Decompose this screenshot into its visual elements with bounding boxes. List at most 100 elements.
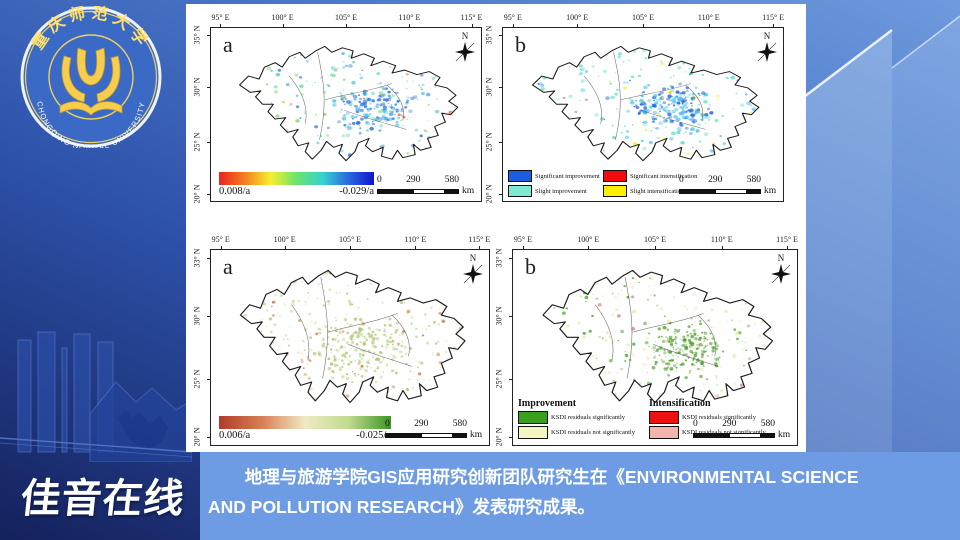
scalebar-value: 580 [444, 175, 459, 185]
scale-bar: 0 290 580 km [679, 175, 777, 196]
legend-label: Slight intensification [630, 187, 685, 195]
banner-text-line1: 地理与旅游学院GIS应用研究创新团队研究生在《ENVIRONMENTAL SCI… [244, 467, 859, 487]
legend-swatch [518, 411, 548, 424]
x-axis-tick-label: 110° E [404, 235, 427, 244]
x-axis-tick-label: 115° E [468, 235, 491, 244]
tick-mark [655, 246, 656, 250]
map-frame: b N Significant improvement Significant … [485, 13, 785, 204]
y-axis-tick-label: 20° N [192, 184, 202, 204]
legend: Improvement KSDI residuals significantly… [518, 398, 766, 441]
x-axis-tick-label: 100° E [273, 235, 296, 244]
y-axis-tick-label: 25° N [494, 369, 504, 389]
scalebar-unit: km [470, 430, 483, 440]
y-axis-tick-label: 25° N [192, 369, 202, 389]
x-axis-tick-label: 115° E [460, 13, 483, 22]
y-axis-tick-label: 30° N [192, 77, 202, 97]
banner-text: 地理与旅游学院GIS应用研究创新团队研究生在《ENVIRONMENTAL SCI… [208, 462, 952, 522]
colorbar-gradient [219, 416, 391, 429]
legend-swatch [603, 185, 627, 197]
brand-title: 佳音在线 [18, 477, 187, 521]
compass-north-icon: N [771, 253, 791, 284]
legend-swatch [648, 411, 679, 424]
legend-label: Significant improvement [535, 172, 600, 180]
legend-label: KSDI residuals not significantly [551, 429, 635, 436]
x-axis-tick-label: 110° E [697, 13, 720, 22]
scalebar-value: 290 [406, 175, 421, 185]
scalebar-value: 580 [746, 175, 761, 185]
background-glass-panes [800, 15, 960, 540]
scalebar-value: 580 [452, 419, 467, 429]
tick-mark [207, 437, 211, 439]
tick-mark [207, 194, 211, 196]
map-panel-ksdi-residuals: b N Improvement KSDI residuals significa… [494, 230, 800, 448]
banner-text-line2: AND POLLUTION RESEARCH》发表研究成果。 [208, 497, 595, 517]
background-skyline [0, 331, 192, 462]
colorbar-min-label: 0.008/a [219, 186, 251, 197]
tick-mark [708, 24, 710, 28]
scalebar-value: 290 [414, 419, 429, 429]
tick-mark [350, 246, 351, 250]
panel-letter: a [223, 32, 233, 57]
scalebar-value: 290 [708, 175, 723, 185]
x-axis-tick-label: 105° E [334, 13, 358, 22]
y-axis-tick-label: 30° N [494, 306, 504, 326]
tick-mark [284, 246, 286, 250]
map-panel-ksdi-trend: a N 0.006/a -0.025/a 0 290 [192, 230, 492, 448]
tick-mark [499, 34, 503, 36]
map-panel-ndvi-trend: a N 0.008/a -0.029/a 0 290 [192, 8, 484, 204]
y-axis-tick-label: 35° N [192, 25, 202, 45]
tick-mark [409, 24, 411, 28]
legend-group-title: Improvement [518, 398, 577, 409]
x-axis-tick-label: 95° E [211, 13, 230, 22]
colorbar-min-label: 0.006/a [219, 430, 251, 441]
news-banner-panel [200, 452, 960, 540]
region-map [239, 45, 459, 162]
legend-group-title: Intensification [648, 398, 711, 409]
tick-mark [207, 34, 211, 36]
x-axis-tick-label: 110° E [710, 235, 733, 244]
y-axis-tick-label: 35° N [484, 25, 494, 45]
tick-mark [499, 142, 503, 144]
legend-swatch [603, 170, 627, 182]
scalebar-unit: km [462, 186, 475, 196]
tick-mark [509, 437, 513, 439]
colorbar: 0.006/a -0.025/a [219, 416, 391, 441]
tick-mark [643, 24, 644, 28]
y-axis-tick-label: 30° N [484, 77, 494, 97]
tick-mark [479, 246, 481, 250]
tick-mark [282, 24, 284, 28]
tick-mark [522, 246, 524, 250]
x-axis-tick-label: 100° E [577, 235, 600, 244]
x-axis-tick-label: 115° E [762, 13, 785, 22]
tick-mark [773, 24, 775, 28]
x-axis-tick-label: 115° E [776, 235, 798, 244]
legend-swatch [648, 426, 679, 439]
x-axis-tick-label: 105° E [338, 235, 362, 244]
tick-mark [509, 257, 513, 259]
legend-label: Slight improvement [535, 187, 587, 195]
scalebar-value: 290 [722, 419, 737, 429]
tick-mark [499, 194, 503, 196]
y-axis-tick-label: 20° N [494, 427, 504, 447]
north-label: N [777, 253, 785, 263]
map-frame: b N Improvement KSDI residuals significa… [495, 235, 798, 447]
region-map [542, 269, 774, 404]
scale-bar: 0 290 580 km [377, 175, 475, 196]
region-map [239, 269, 466, 404]
scalebar-value: 0 [693, 419, 698, 429]
tick-mark [207, 257, 211, 259]
x-axis-tick-label: 110° E [398, 13, 421, 22]
scalebar-unit: km [778, 430, 791, 440]
legend-swatch [518, 426, 548, 439]
tick-mark [207, 378, 211, 380]
colorbar-gradient [219, 172, 374, 185]
colorbar-max-label: -0.029/a [339, 186, 374, 197]
tick-mark [207, 142, 211, 144]
compass-north-icon: N [463, 253, 483, 284]
legend-swatch [508, 170, 532, 182]
tick-mark [509, 378, 513, 380]
y-axis-tick-label: 20° N [192, 427, 202, 447]
map-frame: a N 0.006/a -0.025/a 0 290 [193, 235, 491, 447]
tick-mark [577, 24, 579, 28]
